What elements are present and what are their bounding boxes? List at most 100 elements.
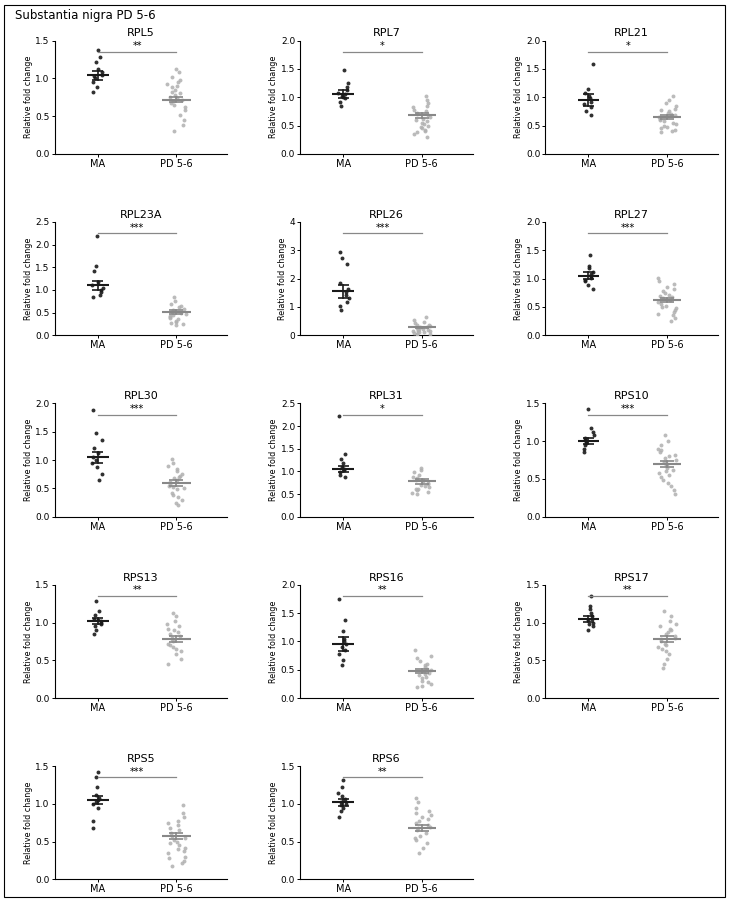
Point [658,456,670,470]
Point [670,301,682,316]
Point [178,810,190,824]
Point [174,73,186,87]
Point [661,280,673,294]
Point [585,108,597,123]
Point [424,318,435,332]
Point [95,285,106,299]
Point [165,316,177,330]
Point [658,657,670,671]
Text: **: ** [133,585,142,595]
Point [335,303,347,318]
Point [334,244,346,259]
Point [174,629,186,643]
Point [411,471,423,485]
Point [407,486,418,501]
Point [176,467,188,482]
Point [167,480,179,494]
Y-axis label: Relative fold change: Relative fold change [278,237,286,320]
Point [172,624,184,639]
Point [416,674,428,688]
Point [92,460,104,474]
Point [412,679,424,694]
Point [165,821,176,835]
Title: RPS13: RPS13 [123,573,159,583]
Point [417,474,429,489]
Point [163,458,174,473]
Point [663,475,674,490]
Point [417,473,429,487]
Point [413,468,425,483]
Point [341,83,353,97]
Point [418,117,430,132]
Point [660,638,671,652]
Point [162,657,174,671]
Point [340,612,351,627]
Point [165,297,176,311]
Point [418,315,429,329]
Point [168,833,180,847]
Text: **: ** [623,585,633,595]
Text: *: * [380,41,385,51]
Point [664,613,676,628]
Point [424,327,435,341]
Point [415,120,426,134]
Point [171,647,182,661]
Title: RPL31: RPL31 [369,391,404,401]
Point [424,480,435,494]
Point [413,846,425,861]
Point [419,658,431,672]
Point [167,303,179,318]
Point [668,302,680,317]
Point [172,814,184,828]
Point [92,765,104,779]
Title: RPL30: RPL30 [124,391,158,401]
Point [411,125,423,140]
Text: **: ** [378,767,387,777]
Point [93,791,105,805]
Point [168,623,179,638]
Point [665,314,677,328]
Point [90,453,101,467]
Point [582,402,594,417]
Point [90,623,102,638]
Point [91,229,103,244]
Point [419,659,431,674]
Text: ***: *** [130,767,144,777]
Point [87,821,99,835]
Point [410,474,422,488]
Point [424,324,436,338]
Point [655,437,667,452]
Point [655,632,666,647]
Point [336,89,348,104]
Point [588,281,599,296]
Point [410,805,422,820]
Point [421,319,433,334]
Point [411,106,423,120]
Point [410,815,421,830]
Point [655,619,666,633]
Point [585,420,597,435]
Text: *: * [625,41,630,51]
Point [340,470,351,484]
Point [662,460,674,474]
Title: RPS10: RPS10 [614,391,650,401]
Point [340,285,352,299]
Point [163,851,174,866]
Point [167,634,179,649]
Point [333,810,345,824]
Point [414,828,426,842]
Point [425,649,437,663]
Point [164,476,176,491]
Point [165,452,177,466]
Point [667,308,679,323]
Point [89,612,101,626]
Point [668,483,680,498]
Point [335,805,347,819]
Point [411,487,423,502]
Point [87,440,99,455]
Point [91,80,103,95]
Point [663,647,675,661]
Point [413,324,424,338]
Point [582,617,594,631]
Point [93,800,104,815]
